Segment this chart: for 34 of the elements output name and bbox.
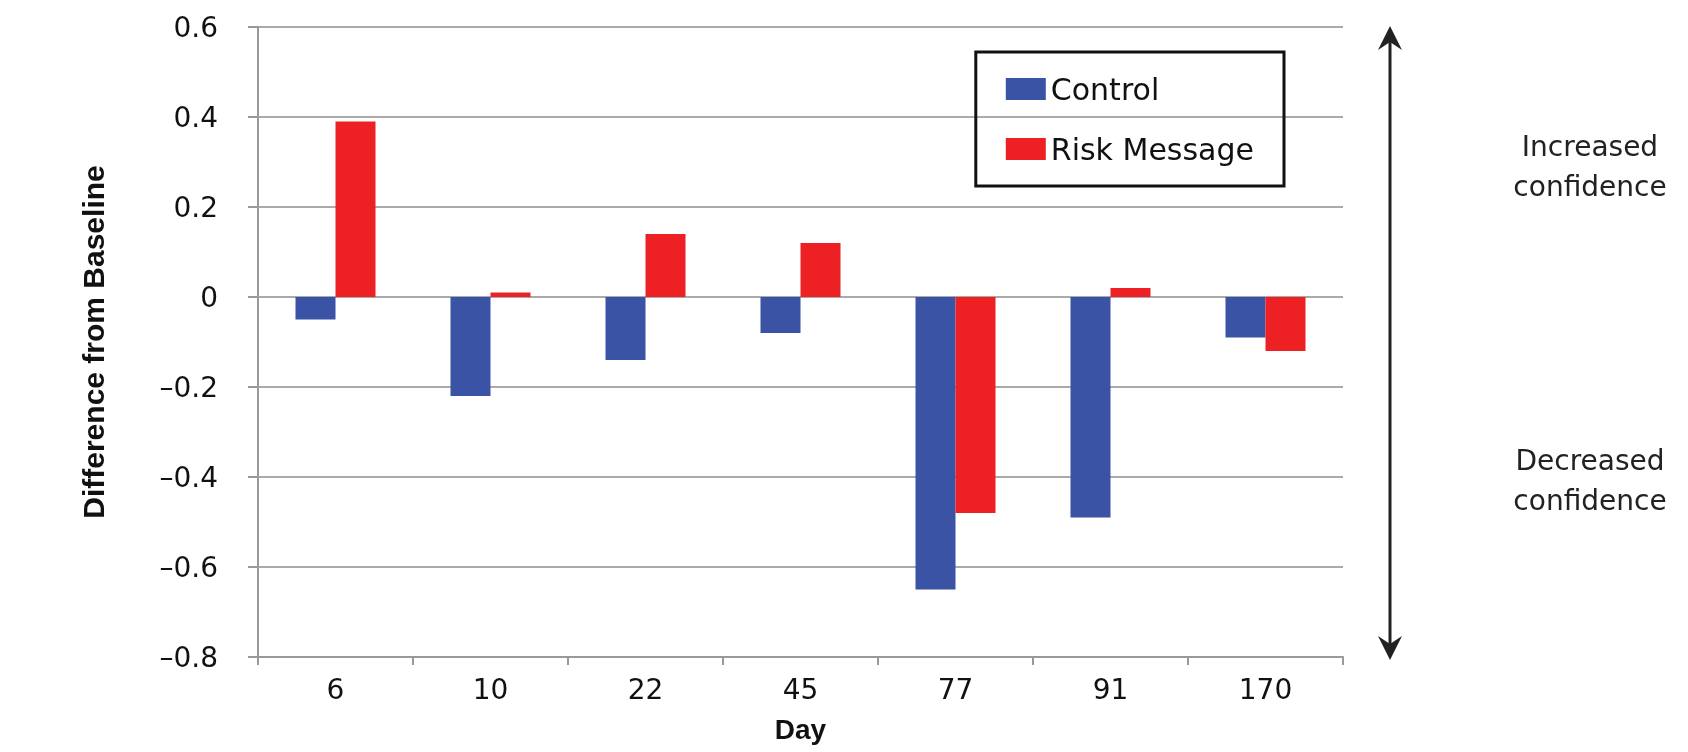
y-tick-label: 0.4 [173, 100, 218, 134]
x-tick-label: 45 [782, 672, 819, 706]
y-tick-label: –0.6 [159, 550, 218, 584]
x-tick-label: 77 [937, 672, 974, 706]
bar [1070, 297, 1111, 518]
x-tick-label: 6 [326, 672, 345, 706]
bar [1110, 288, 1151, 297]
bar [1225, 297, 1266, 338]
legend-label: Risk Message [1050, 131, 1254, 167]
y-tick-label: 0.6 [173, 10, 218, 44]
bar [760, 297, 801, 333]
y-tick-label: –0.8 [159, 640, 218, 674]
bar [645, 234, 686, 297]
legend-label: Control [1050, 71, 1160, 107]
bar [335, 121, 376, 297]
text: Decreased confidence [1513, 443, 1667, 517]
y-tick-label: 0 [200, 280, 218, 314]
bar [800, 243, 841, 297]
bar [295, 297, 336, 320]
bar [955, 297, 996, 513]
y-tick-label: –0.4 [159, 460, 218, 494]
x-tick-label: 170 [1238, 672, 1293, 706]
x-tick-label: 22 [627, 672, 664, 706]
x-tick-label: 10 [472, 672, 509, 706]
x-tick-label: 91 [1092, 672, 1129, 706]
bar [1265, 297, 1306, 351]
x-axis-title: Day [774, 713, 827, 745]
bar [605, 297, 646, 360]
bar [915, 297, 956, 590]
y-axis-title: Difference from Baseline [76, 165, 110, 519]
text: Increased confidence [1513, 129, 1667, 203]
bar [450, 297, 491, 396]
y-tick-label: –0.2 [159, 370, 218, 404]
y-tick-label: 0.2 [173, 190, 218, 224]
